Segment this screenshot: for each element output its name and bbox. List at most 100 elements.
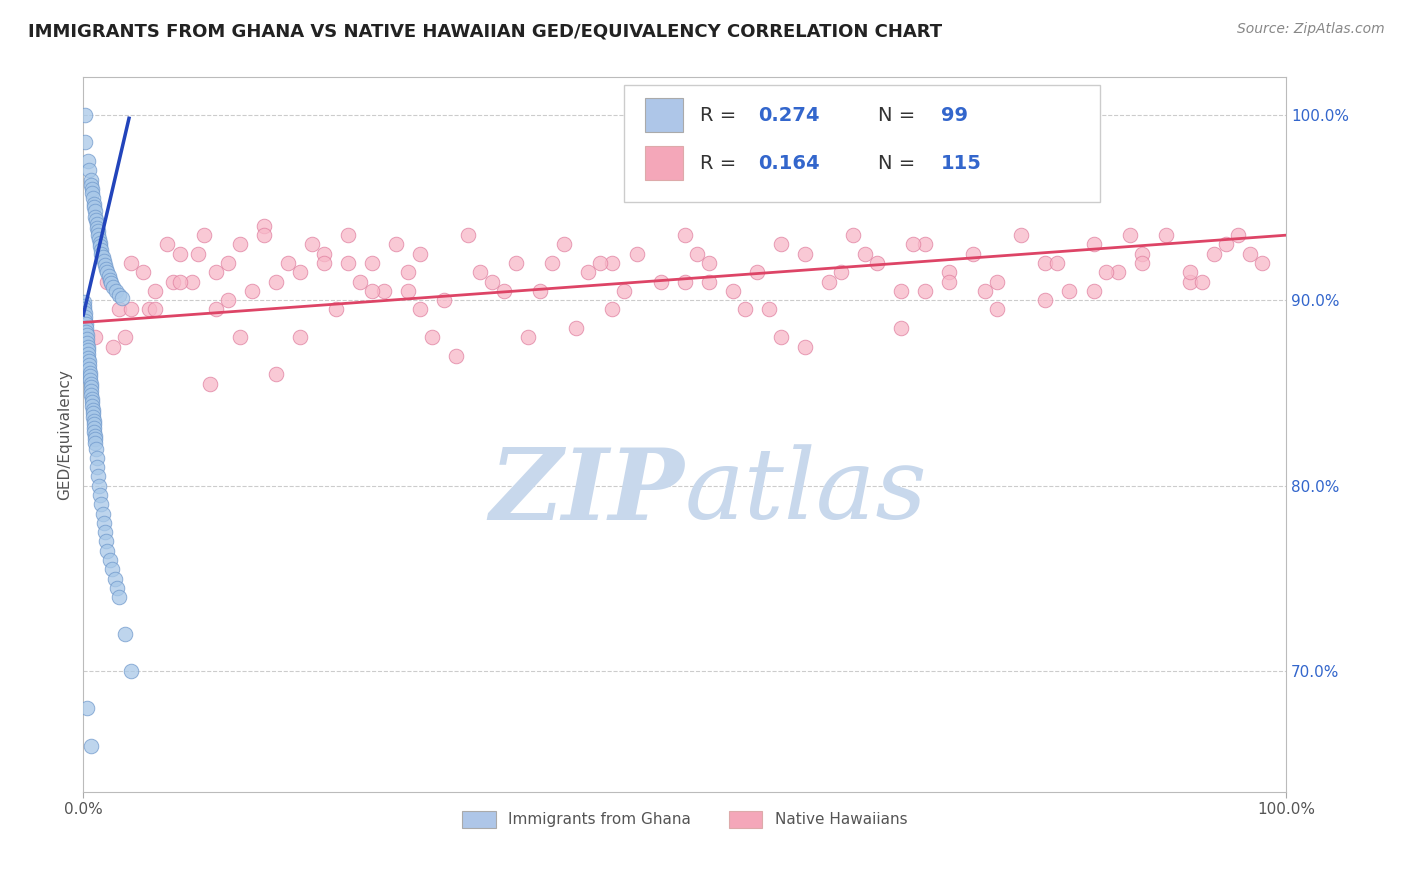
Point bbox=[769, 330, 792, 344]
Point bbox=[758, 302, 780, 317]
Point bbox=[793, 340, 815, 354]
Point bbox=[93, 516, 115, 530]
Point bbox=[1107, 265, 1129, 279]
Point bbox=[853, 246, 876, 260]
Point bbox=[79, 366, 101, 380]
Point bbox=[1191, 275, 1213, 289]
Point bbox=[529, 284, 551, 298]
Point bbox=[86, 217, 108, 231]
Point bbox=[76, 701, 98, 715]
Point bbox=[84, 433, 107, 447]
Point bbox=[80, 182, 103, 196]
Point bbox=[94, 525, 117, 540]
Point bbox=[673, 275, 696, 289]
Point bbox=[162, 275, 184, 289]
Point bbox=[84, 442, 107, 456]
Point bbox=[83, 204, 105, 219]
Point bbox=[83, 417, 105, 432]
Point bbox=[98, 553, 121, 567]
Point bbox=[120, 256, 142, 270]
Point bbox=[373, 284, 395, 298]
Point bbox=[75, 325, 97, 339]
Y-axis label: GED/Equivalency: GED/Equivalency bbox=[58, 369, 72, 500]
Point bbox=[87, 228, 110, 243]
Point bbox=[204, 302, 226, 317]
Point bbox=[82, 406, 104, 420]
Point bbox=[82, 402, 104, 417]
Point bbox=[253, 228, 276, 243]
Point bbox=[77, 153, 100, 168]
Point bbox=[602, 302, 624, 317]
Point bbox=[1130, 246, 1153, 260]
Point bbox=[83, 196, 105, 211]
Point bbox=[90, 497, 112, 511]
Point bbox=[84, 213, 107, 227]
Point bbox=[673, 228, 696, 243]
Point bbox=[145, 284, 167, 298]
Point bbox=[86, 450, 108, 465]
Point bbox=[75, 107, 97, 121]
Point bbox=[336, 228, 359, 243]
Point bbox=[204, 265, 226, 279]
Point bbox=[1035, 293, 1057, 307]
Point bbox=[103, 340, 125, 354]
Point bbox=[83, 414, 105, 428]
Point bbox=[217, 256, 239, 270]
Point bbox=[79, 172, 101, 186]
Point bbox=[685, 246, 707, 260]
Point bbox=[75, 313, 97, 327]
Point bbox=[76, 340, 98, 354]
Point bbox=[301, 237, 323, 252]
Point bbox=[349, 275, 371, 289]
Point bbox=[80, 380, 103, 394]
Point bbox=[444, 349, 467, 363]
Point bbox=[79, 373, 101, 387]
Point bbox=[986, 302, 1008, 317]
Point bbox=[1083, 284, 1105, 298]
Point bbox=[650, 275, 672, 289]
Point bbox=[77, 351, 100, 365]
Point bbox=[83, 200, 105, 214]
Point bbox=[721, 284, 744, 298]
Point bbox=[361, 256, 384, 270]
Point bbox=[553, 237, 575, 252]
Point bbox=[193, 228, 215, 243]
Point bbox=[76, 343, 98, 358]
Point bbox=[76, 332, 98, 346]
Point bbox=[108, 590, 131, 604]
Point bbox=[264, 368, 287, 382]
Point bbox=[169, 246, 191, 260]
Point bbox=[589, 256, 612, 270]
Point bbox=[82, 191, 104, 205]
Point bbox=[325, 302, 347, 317]
Point bbox=[83, 421, 105, 435]
Point bbox=[80, 392, 103, 406]
Point bbox=[420, 330, 443, 344]
Point bbox=[1059, 284, 1081, 298]
Point bbox=[240, 284, 263, 298]
Text: R =: R = bbox=[700, 153, 742, 173]
Point bbox=[80, 384, 103, 398]
Point bbox=[89, 235, 111, 250]
Point bbox=[1251, 256, 1274, 270]
Point bbox=[198, 376, 221, 391]
Point bbox=[336, 256, 359, 270]
Point bbox=[111, 291, 134, 305]
Point bbox=[1202, 246, 1225, 260]
Point bbox=[565, 321, 588, 335]
Point bbox=[914, 284, 936, 298]
Point bbox=[745, 265, 768, 279]
Point bbox=[470, 265, 492, 279]
Point bbox=[101, 562, 124, 576]
FancyBboxPatch shape bbox=[624, 85, 1099, 202]
Point bbox=[83, 428, 105, 442]
Point bbox=[793, 246, 815, 260]
Point bbox=[626, 246, 648, 260]
Point bbox=[87, 225, 110, 239]
Point bbox=[169, 275, 191, 289]
Point bbox=[396, 284, 419, 298]
Point bbox=[505, 256, 527, 270]
Point bbox=[1154, 228, 1177, 243]
Point bbox=[105, 581, 128, 595]
Point bbox=[409, 302, 432, 317]
